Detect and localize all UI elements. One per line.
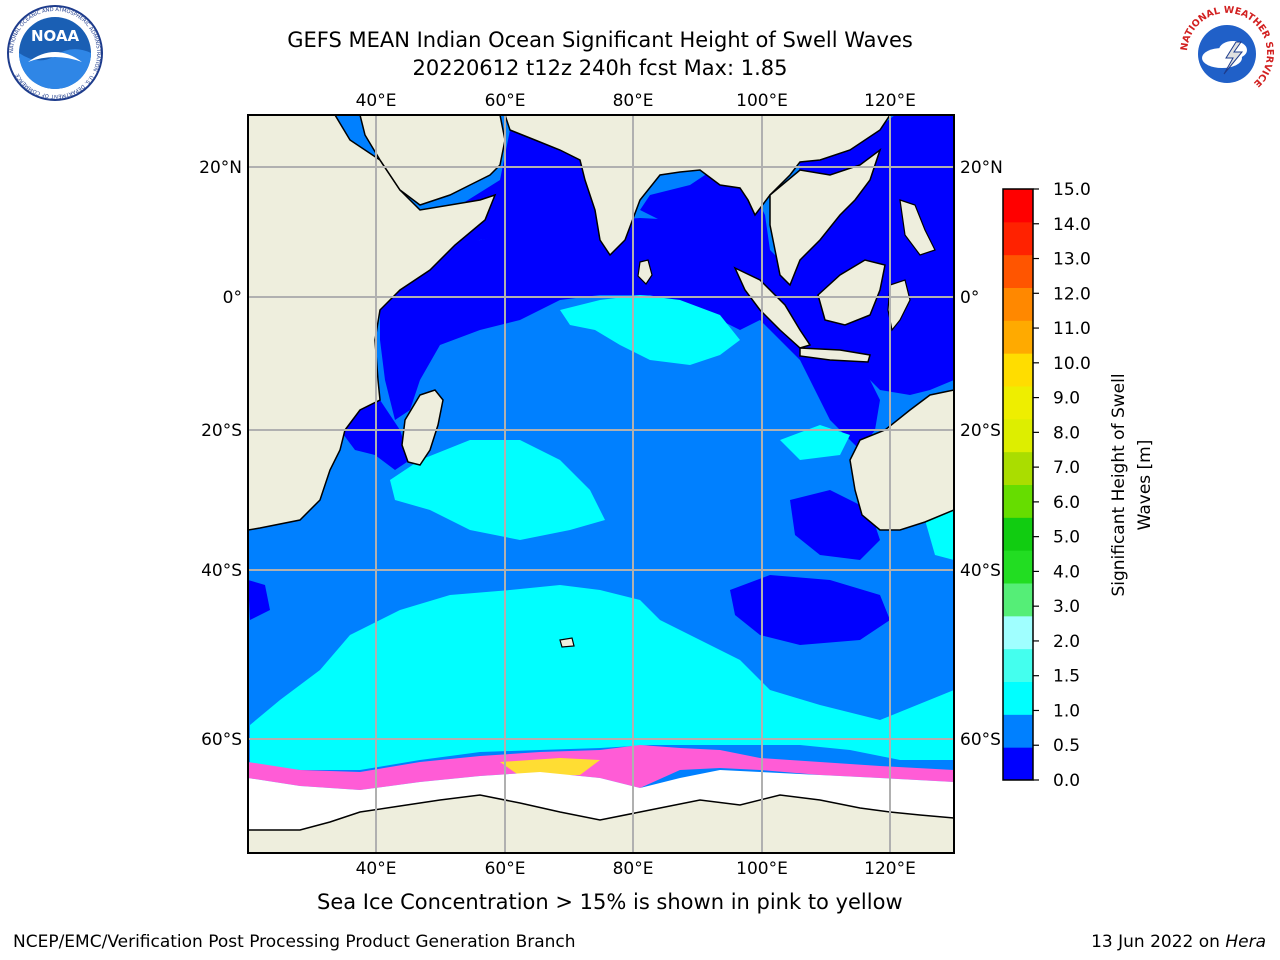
colorbar-tick-label: 4.0 <box>1053 562 1080 582</box>
map-caption: Sea Ice Concentration > 15% is shown in … <box>317 890 903 914</box>
swell-region-mid-aus <box>780 425 850 460</box>
lon-label-top-80: 80°E <box>613 91 654 111</box>
sulawesi-land <box>887 279 911 332</box>
lon-label-top-40: 40°E <box>356 91 397 111</box>
map-frame <box>247 114 955 854</box>
colorbar-tick-label: 9.0 <box>1053 389 1080 409</box>
noaa-logo-text: NOAA <box>31 27 80 45</box>
swell-region-mid-equatorial <box>560 295 740 365</box>
colorbar-tick-label: 7.0 <box>1053 458 1080 478</box>
lon-label-top-60: 60°E <box>485 91 526 111</box>
colorbar-tick-label: 3.0 <box>1053 597 1080 617</box>
colorbar-label-line2: Waves [m] <box>1135 440 1155 531</box>
map-grid <box>248 115 954 853</box>
colorbar-segment <box>1003 714 1033 748</box>
colorbar-tick-label: 0.5 <box>1053 736 1080 756</box>
colorbar-tick-label: 15.0 <box>1053 180 1091 200</box>
colorbar-tick-label: 8.0 <box>1053 423 1080 443</box>
colorbar-tick-label: 13.0 <box>1053 250 1091 270</box>
sea-ice-edge <box>248 745 954 790</box>
colorbar-segment <box>1003 615 1033 650</box>
colorbar-segment <box>1003 747 1033 781</box>
chart-subtitle: 20220612 t12z 240h fcst Max: 1.85 <box>412 56 788 80</box>
colorbar-frame <box>1002 188 1034 781</box>
colorbar-tick-label: 14.0 <box>1053 215 1091 235</box>
colorbar-segment <box>1003 221 1033 256</box>
lon-label-bottom-80: 80°E <box>613 859 654 879</box>
swell-region-mid-central <box>390 440 605 540</box>
nws-logo: NATIONAL WEATHER SERVICE <box>1179 5 1275 100</box>
colorbar-segment <box>1003 353 1033 387</box>
colorbar-ticks: 0.0 0.5 1.0 1.5 2.0 3.0 4.0 5.0 6.0 7.0 8.0 9.0 10.0… <box>1033 180 1091 791</box>
colorbar-tick-label: 1.0 <box>1053 701 1080 721</box>
colorbar-segment <box>1003 287 1033 321</box>
lat-label-left-40s: 40°S <box>201 561 242 581</box>
swell-region-very-low-south-2 <box>790 490 880 560</box>
colorbar-tick-label: 1.5 <box>1053 667 1080 687</box>
colorbar-segment <box>1003 320 1033 354</box>
sri-lanka-land <box>637 259 653 285</box>
chart-title: GEFS MEAN Indian Ocean Significant Heigh… <box>287 28 913 52</box>
lon-label-top-120: 120°E <box>864 91 916 111</box>
india-land <box>504 115 891 257</box>
colorbar-segment <box>1003 451 1033 485</box>
noaa-logo: NOAA NATIONAL OCEANIC AND ATMOSPHERIC AD… <box>7 5 103 101</box>
java-land <box>799 347 871 363</box>
colorbar-segment <box>1003 517 1033 551</box>
footer-date-text: 13 Jun 2022 on <box>1091 932 1226 952</box>
map-area <box>248 115 954 853</box>
colorbar-segment <box>1003 418 1033 453</box>
colorbar-tick-label: 2.0 <box>1053 632 1080 652</box>
lat-label-left-0: 0° <box>223 288 242 308</box>
lat-label-right-40s: 40°S <box>960 561 1001 581</box>
colorbar-tick-label: 5.0 <box>1053 528 1080 548</box>
colorbar-segment <box>1003 550 1033 584</box>
lat-label-right-20n: 20°N <box>960 158 1003 178</box>
indochina-land <box>769 147 882 287</box>
colorbar-segment <box>1003 386 1033 420</box>
antarctica-land <box>248 794 954 853</box>
colorbar-segment <box>1003 189 1033 223</box>
philippines-land <box>899 199 936 256</box>
colorbar-tick-label: 0.0 <box>1053 771 1080 791</box>
colorbar-tick-label: 10.0 <box>1053 354 1091 374</box>
colorbar-label-line1: Significant Height of Swell <box>1109 373 1129 596</box>
colorbar-tick-label: 6.0 <box>1053 493 1080 513</box>
lat-label-left-20n: 20°N <box>199 158 242 178</box>
sea-ice-yellow <box>500 758 600 776</box>
lat-label-right-0: 0° <box>960 288 979 308</box>
colorbar-segment <box>1003 254 1033 288</box>
kerguelen-island <box>559 637 575 648</box>
swell-region-mid-south <box>250 585 954 770</box>
lat-label-left-60s: 60°S <box>201 730 242 750</box>
colorbar-tick-label: 11.0 <box>1053 319 1091 339</box>
sumatra-land <box>733 266 812 349</box>
lat-label-right-60s: 60°S <box>960 730 1001 750</box>
footer-date: 13 Jun 2022 on Hera <box>1091 932 1266 952</box>
swell-region-very-low-south-1 <box>730 575 890 645</box>
colorbar <box>1003 189 1033 781</box>
lat-label-left-20s: 20°S <box>201 421 242 441</box>
footer-host: Hera <box>1225 932 1266 952</box>
footer-credit: NCEP/EMC/Verification Post Processing Pr… <box>13 932 576 952</box>
colorbar-segment <box>1003 484 1033 518</box>
lon-label-bottom-120: 120°E <box>864 859 916 879</box>
australia-land <box>849 389 954 531</box>
swell-region-very-low-west <box>248 580 270 620</box>
swell-region-mid-east <box>925 510 954 560</box>
colorbar-segment <box>1003 648 1033 682</box>
lon-label-bottom-40: 40°E <box>356 859 397 879</box>
lat-label-right-20s: 20°S <box>960 421 1001 441</box>
colorbar-tick-label: 12.0 <box>1053 284 1091 304</box>
colorbar-segment <box>1003 583 1033 617</box>
lon-label-bottom-100: 100°E <box>736 859 788 879</box>
lon-label-bottom-60: 60°E <box>485 859 526 879</box>
madagascar-land <box>401 389 444 466</box>
borneo-land <box>817 259 886 326</box>
colorbar-segment <box>1003 681 1033 715</box>
lon-label-top-100: 100°E <box>736 91 788 111</box>
